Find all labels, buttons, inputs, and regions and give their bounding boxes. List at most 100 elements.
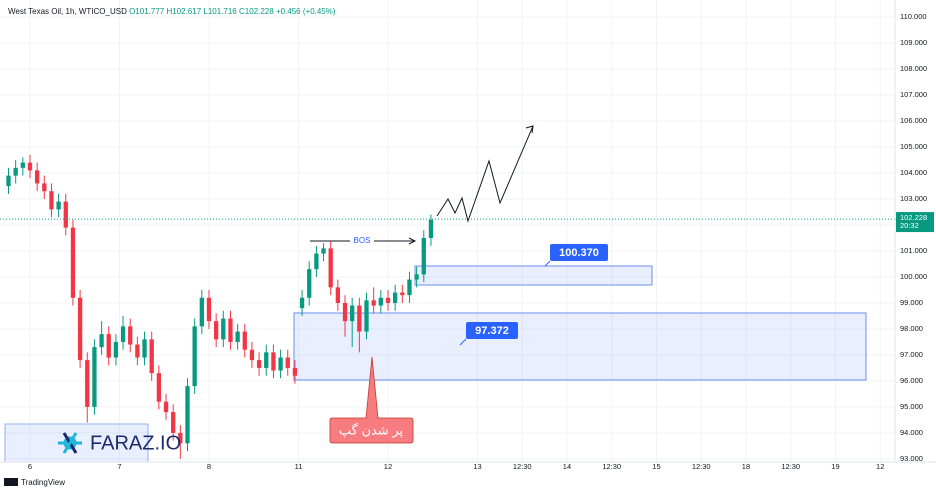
- quote-low: L101.716: [203, 7, 237, 16]
- candle-body: [6, 175, 11, 187]
- candle-body: [278, 357, 283, 371]
- candle-body: [106, 334, 111, 358]
- label-box: [466, 322, 518, 339]
- candle-body: [63, 201, 68, 228]
- projection-arrowhead: [525, 125, 534, 134]
- x-tick-label: 18: [742, 462, 750, 471]
- candle-body: [13, 167, 18, 176]
- candle-body: [307, 269, 312, 298]
- candle-body: [34, 170, 40, 184]
- y-tick-label: 96.000: [900, 376, 923, 385]
- candle-body: [206, 297, 212, 322]
- x-tick-label: 6: [28, 462, 32, 471]
- candle-body: [335, 287, 341, 303]
- bos-arrowhead: [408, 237, 417, 245]
- candle-body: [385, 297, 391, 303]
- header: West Texas Oil, 1h, WTICO_USD O101.777 H…: [8, 7, 336, 16]
- candle-body: [171, 412, 176, 433]
- candle-body: [407, 279, 412, 296]
- candle-body: [285, 357, 290, 368]
- x-tick-label: 12:30: [513, 462, 532, 471]
- last-price-box: [896, 212, 934, 233]
- y-tick-label: 110.000: [900, 12, 927, 21]
- candle-body: [156, 373, 162, 402]
- candle-body: [292, 367, 298, 376]
- candle-body: [242, 331, 247, 350]
- x-tick-label: 7: [117, 462, 121, 471]
- candle-body: [27, 162, 33, 171]
- y-tick-label: 100.000: [900, 272, 927, 281]
- candle-body: [113, 341, 119, 358]
- candle-body: [128, 326, 133, 345]
- y-tick-label: 107.000: [900, 90, 927, 99]
- y-tick-label: 104.000: [900, 168, 927, 177]
- candle-body: [199, 297, 204, 327]
- y-tick-label: 101.000: [900, 246, 927, 255]
- quote-change: +0.456 (+0.45%): [276, 7, 336, 16]
- candle-body: [178, 432, 183, 444]
- x-tick-label: 12: [384, 462, 392, 471]
- y-tick-label: 93.000: [900, 454, 923, 463]
- candle-body: [77, 297, 83, 361]
- y-tick-label: 105.000: [900, 142, 927, 151]
- watermark-text: FARAZ.IO: [90, 432, 181, 454]
- candle-body: [92, 347, 97, 407]
- candle-body: [56, 201, 61, 210]
- quote-close: C102.228: [239, 7, 274, 16]
- candle-body: [342, 302, 348, 322]
- y-tick-label: 99.000: [900, 298, 923, 307]
- y-tick-label: 106.000: [900, 116, 927, 125]
- x-tick-label: 19: [831, 462, 839, 471]
- candle-body: [264, 352, 269, 368]
- label-pointer: [544, 260, 551, 267]
- tradingview-logo: [4, 478, 18, 486]
- x-tick-label: 15: [652, 462, 660, 471]
- quote-high: H102.617: [166, 7, 201, 16]
- watermark-logo: [58, 432, 82, 454]
- callout-join: [366, 416, 378, 419]
- quote-open: O101.777: [129, 7, 165, 16]
- y-tick-label: 94.000: [900, 428, 923, 437]
- candle-body: [414, 274, 419, 280]
- x-tick-label: 12:30: [692, 462, 711, 471]
- candle-body: [142, 339, 147, 358]
- candle-body: [42, 183, 47, 192]
- candle-body: [400, 292, 405, 296]
- label-pointer: [459, 338, 467, 346]
- candle-body: [249, 349, 255, 361]
- candle-body: [213, 321, 219, 340]
- y-tick-label: 98.000: [900, 324, 923, 333]
- candle-body: [163, 401, 169, 413]
- y-tick-label: 109.000: [900, 38, 927, 47]
- footer-text: TradingView: [21, 478, 65, 487]
- candle-body: [49, 191, 54, 210]
- candle-body: [221, 318, 226, 340]
- candle-body: [20, 162, 25, 168]
- candle-body: [350, 305, 355, 322]
- candles: [0, 154, 895, 459]
- y-tick-label: 95.000: [900, 402, 923, 411]
- candle-body: [357, 305, 362, 332]
- last-price-label: 102.228: [900, 213, 927, 222]
- candle-body: [235, 331, 240, 342]
- gap-zone: [293, 312, 867, 381]
- x-tick-label: 14: [563, 462, 571, 471]
- y-tick-label: 108.000: [900, 64, 927, 73]
- candle-body: [299, 297, 305, 309]
- candle-body: [378, 297, 383, 306]
- symbol-title: West Texas Oil, 1h, WTICO_USD: [8, 7, 127, 16]
- x-tick-label: 12:30: [602, 462, 621, 471]
- candle-body: [99, 334, 104, 348]
- x-tick-label: 13: [473, 462, 481, 471]
- callout-text: پر شدن گپ: [339, 422, 404, 438]
- candle-body: [392, 292, 398, 303]
- bos-label: BOS: [354, 236, 371, 245]
- projection-path: [436, 125, 534, 223]
- candle-body: [185, 386, 190, 444]
- candle-body: [85, 360, 90, 407]
- candle-body: [228, 318, 233, 342]
- candle-body: [364, 300, 369, 332]
- candle-body: [120, 326, 126, 342]
